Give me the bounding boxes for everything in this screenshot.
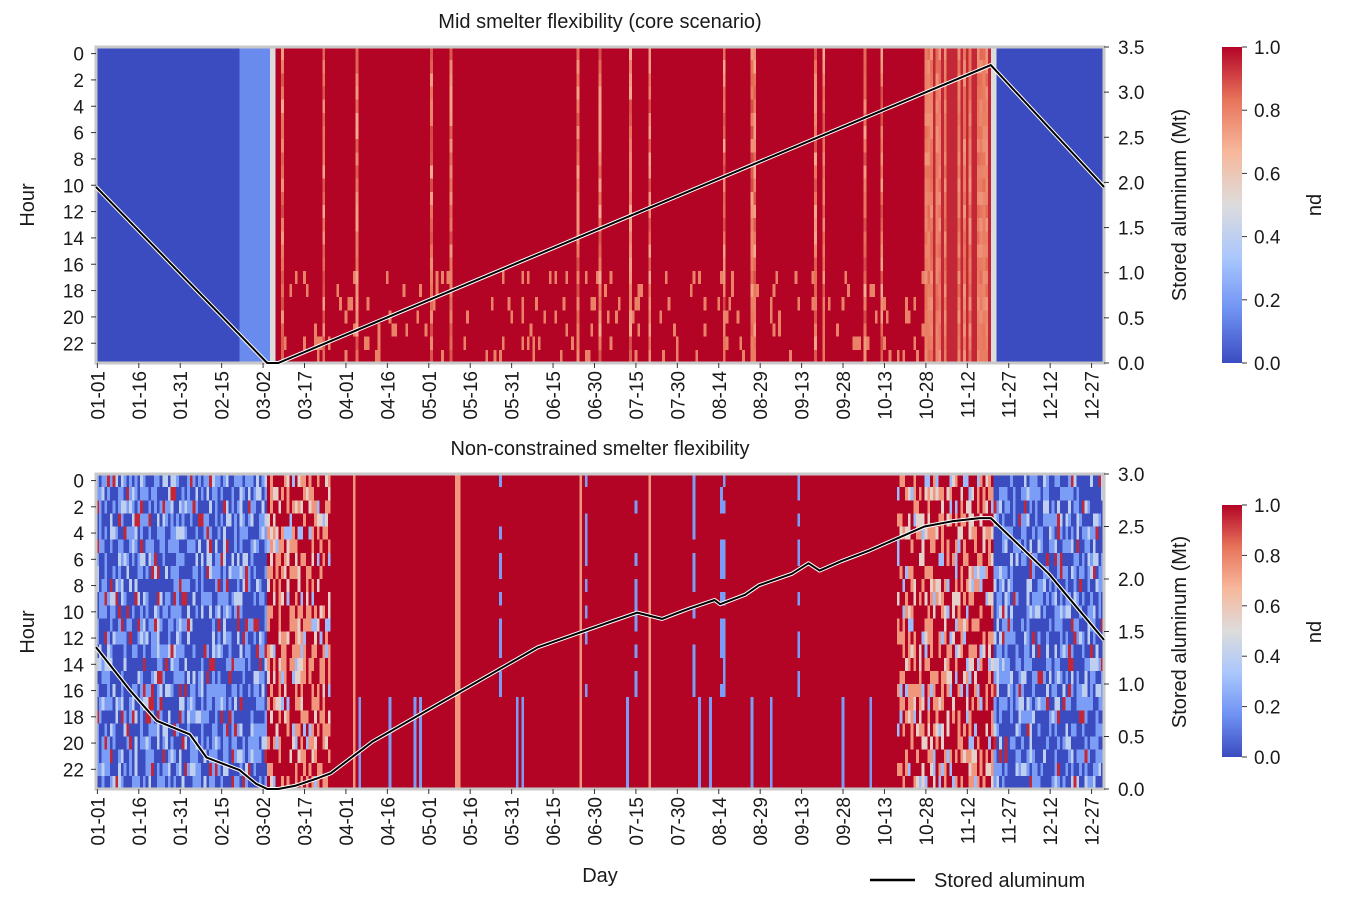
- top-panel: Mid smelter flexibility (core scenario) …: [17, 11, 1327, 420]
- top-panel-title: Mid smelter flexibility (core scenario): [438, 11, 761, 33]
- top-heatmap: [96, 47, 1105, 364]
